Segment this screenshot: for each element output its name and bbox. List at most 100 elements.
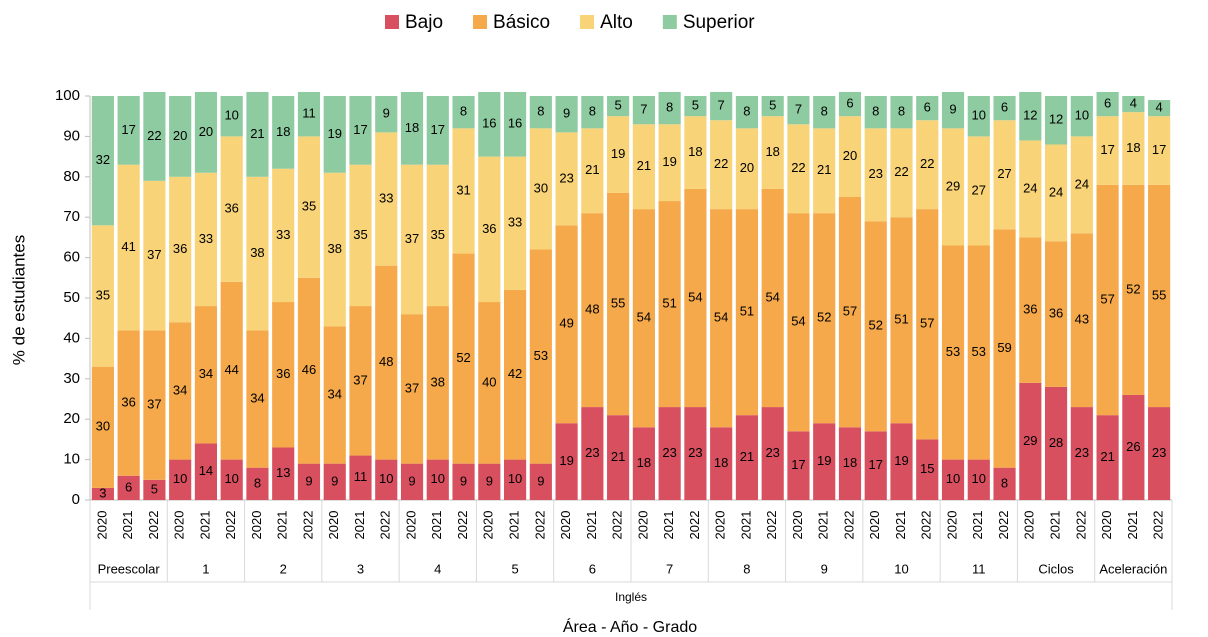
data-label: 18 — [1126, 140, 1140, 155]
bar-segment — [890, 96, 913, 129]
group-label: 10 — [894, 561, 908, 576]
data-label: 48 — [379, 354, 393, 369]
bar-segment — [813, 128, 836, 214]
y-axis-title: % de estudiantes — [9, 235, 28, 365]
bar-segment — [1044, 144, 1068, 242]
bar-segment — [684, 407, 707, 500]
data-label: 20 — [843, 148, 857, 163]
data-label: 8 — [1001, 475, 1008, 490]
data-label: 52 — [1126, 281, 1140, 296]
x-tick-label: 2022 — [764, 511, 779, 540]
group-label: 7 — [666, 561, 673, 576]
bar-segment — [194, 172, 218, 307]
data-label: 53 — [946, 344, 960, 359]
data-label: 37 — [405, 231, 419, 246]
bar-segment — [1148, 100, 1171, 117]
bar-segment — [607, 96, 630, 117]
bar-segment — [1070, 136, 1093, 234]
x-tick-label: 2021 — [738, 511, 753, 540]
data-label: 23 — [1152, 445, 1166, 460]
bar-segment — [864, 221, 887, 432]
y-tick-label: 30 — [63, 370, 80, 387]
bar-segment — [1070, 407, 1093, 500]
data-label: 33 — [276, 227, 290, 242]
data-label: 57 — [1100, 291, 1114, 306]
bar-segment — [1096, 116, 1119, 185]
data-label: 18 — [688, 144, 702, 159]
data-label: 55 — [611, 295, 625, 310]
data-label: 21 — [740, 449, 754, 464]
bar-segment — [993, 467, 1016, 500]
data-label: 18 — [405, 120, 419, 135]
bar-segment — [323, 96, 346, 173]
group-label: Preescolar — [98, 561, 161, 576]
bar-segment — [684, 116, 707, 189]
data-label: 3 — [99, 485, 106, 500]
data-label: 36 — [276, 366, 290, 381]
data-label: 17 — [353, 122, 367, 137]
bar-segment — [1070, 233, 1093, 408]
bar-segment — [529, 96, 552, 129]
data-label: 48 — [585, 302, 599, 317]
x-tick-label: 2022 — [687, 511, 702, 540]
legend-label: Alto — [600, 12, 633, 33]
data-label: 42 — [508, 366, 522, 381]
bar-segment — [761, 407, 784, 500]
data-label: 18 — [637, 455, 651, 470]
data-label: 24 — [1049, 184, 1063, 199]
bar-segment — [503, 91, 527, 157]
x-tick-label: 2021 — [1125, 511, 1140, 540]
data-label: 6 — [924, 100, 931, 115]
data-label: 51 — [894, 312, 908, 327]
legend-label: Superior — [683, 12, 755, 33]
bar-segment — [658, 124, 681, 202]
bar-segment — [169, 176, 192, 323]
data-label: 10 — [379, 471, 393, 486]
data-label: 37 — [147, 396, 161, 411]
bar-segment — [297, 136, 321, 278]
bar-segment — [864, 96, 887, 129]
x-tick-label: 2020 — [1022, 511, 1037, 540]
group-label: 4 — [434, 561, 441, 576]
x-tick-label: 2022 — [919, 511, 934, 540]
bar-segment — [503, 289, 527, 460]
bar-segment — [555, 96, 578, 133]
bar-segment — [1122, 112, 1145, 185]
data-label: 36 — [173, 241, 187, 256]
bar-segment — [375, 265, 398, 460]
data-label: 53 — [534, 348, 548, 363]
data-label: 35 — [302, 199, 316, 214]
bar-segment — [220, 459, 243, 500]
bar-segment — [607, 116, 630, 193]
x-tick-label: 2020 — [249, 511, 264, 540]
y-tick-label: 40 — [63, 329, 80, 346]
x-tick-label: 2021 — [197, 511, 212, 540]
bar-segment — [349, 306, 372, 456]
data-label: 10 — [224, 108, 238, 123]
data-label: 12 — [1023, 108, 1037, 123]
bar-segment — [761, 96, 784, 117]
data-label: 21 — [611, 449, 625, 464]
data-label: 7 — [795, 102, 802, 117]
data-label: 14 — [199, 463, 213, 478]
bar-segment — [194, 443, 218, 500]
bar-segment — [838, 91, 862, 117]
x-tick-label: 2022 — [1073, 511, 1088, 540]
data-label: 6 — [1104, 96, 1111, 111]
data-label: 54 — [791, 314, 805, 329]
data-label: 36 — [1023, 302, 1037, 317]
bar-segment — [607, 415, 630, 500]
bar-segment — [426, 96, 449, 165]
data-label: 40 — [482, 374, 496, 389]
bar-segment — [916, 209, 939, 440]
bar-segment — [220, 281, 243, 460]
data-label: 8 — [537, 104, 544, 119]
bar-segment — [400, 164, 424, 315]
group-label: Aceleración — [1099, 561, 1167, 576]
data-label: 38 — [328, 241, 342, 256]
data-label: 22 — [920, 156, 934, 171]
bar-segment — [323, 172, 346, 327]
group-label: 3 — [357, 561, 364, 576]
data-label: 36 — [482, 221, 496, 236]
data-label: 20 — [173, 128, 187, 143]
